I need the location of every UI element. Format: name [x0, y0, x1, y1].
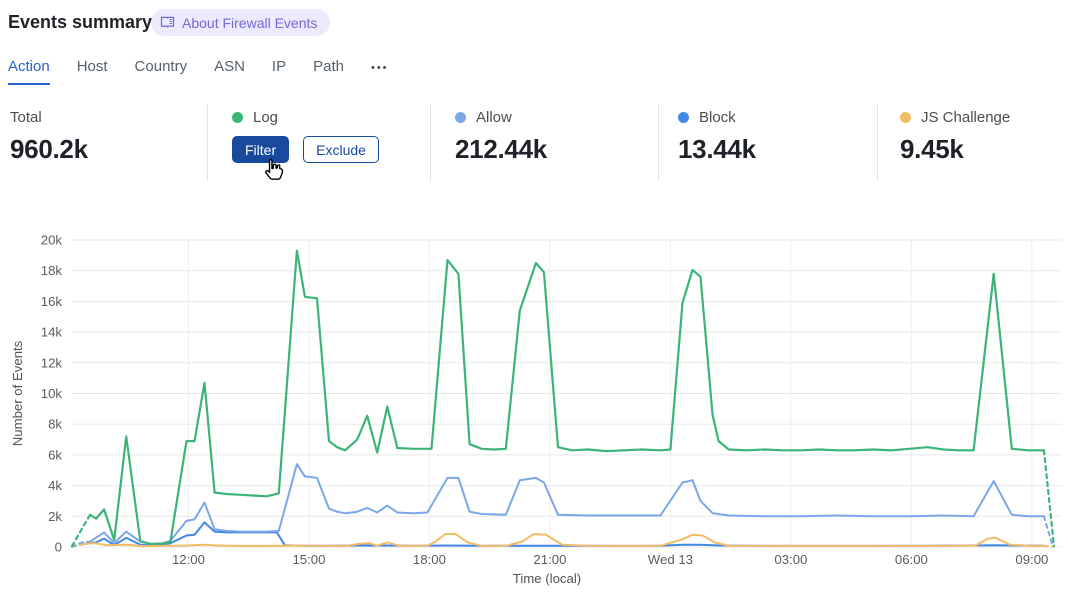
svg-text:6k: 6k: [48, 447, 62, 462]
tab-action[interactable]: Action: [8, 58, 50, 85]
divider: [430, 105, 431, 181]
stat-js-challenge-value: 9.45k: [900, 134, 964, 164]
stat-log: Log Filter Exclude: [232, 107, 379, 163]
tab-path[interactable]: Path: [313, 58, 344, 75]
svg-text:20k: 20k: [41, 233, 63, 248]
svg-text:18:00: 18:00: [413, 552, 446, 567]
svg-text:0: 0: [55, 540, 62, 555]
stat-js-challenge-label: JS Challenge: [921, 108, 1011, 126]
svg-text:8k: 8k: [48, 417, 62, 432]
tab-country[interactable]: Country: [134, 58, 188, 75]
divider: [658, 105, 659, 181]
svg-text:09:00: 09:00: [1015, 552, 1048, 567]
exclude-button[interactable]: Exclude: [303, 136, 379, 163]
stat-block: Block 13.44k: [678, 107, 756, 165]
divider: [877, 105, 878, 181]
svg-text:03:00: 03:00: [774, 552, 807, 567]
svg-text:10k: 10k: [41, 386, 63, 401]
svg-text:12:00: 12:00: [172, 552, 205, 567]
svg-text:2k: 2k: [48, 509, 62, 524]
book-icon: [160, 15, 175, 30]
svg-text:15:00: 15:00: [292, 552, 325, 567]
stat-allow-value: 212.44k: [455, 134, 547, 164]
divider: [207, 105, 208, 181]
svg-text:06:00: 06:00: [895, 552, 928, 567]
log-legend-dot: [232, 111, 243, 123]
svg-text:12k: 12k: [41, 355, 63, 370]
svg-text:Time (local): Time (local): [513, 571, 581, 586]
stat-block-value: 13.44k: [678, 134, 756, 164]
stat-total-value: 960.2k: [10, 134, 88, 164]
svg-text:21:00: 21:00: [533, 552, 566, 567]
svg-text:16k: 16k: [41, 294, 63, 309]
events-time-series-chart[interactable]: 0 2k 4k 6k 8k 10k 12k 14k 16k 18k 20k 12:00 15:00 18:…: [0, 228, 1068, 598]
badge-label: About Firewall Events: [182, 14, 318, 31]
stat-allow: Allow 212.44k: [455, 107, 547, 165]
svg-text:14k: 14k: [41, 325, 63, 340]
stat-total: Total 960.2k: [10, 107, 88, 165]
tab-ip[interactable]: IP: [271, 58, 287, 75]
summary-tabs: Action Host Country ASN IP Path •••: [8, 58, 389, 85]
svg-text:4k: 4k: [48, 478, 62, 493]
stat-allow-label: Allow: [476, 108, 512, 126]
allow-legend-dot: [455, 111, 466, 123]
svg-text:Number of Events: Number of Events: [10, 340, 25, 446]
js-challenge-legend-dot: [900, 111, 911, 123]
stat-total-label: Total: [10, 108, 42, 126]
page-title: Events summary: [8, 12, 153, 32]
events-chart-area: 0 2k 4k 6k 8k 10k 12k 14k 16k 18k 20k 12:00 15:00 18:…: [0, 228, 1068, 598]
stat-block-label: Block: [699, 108, 736, 126]
block-legend-dot: [678, 111, 689, 123]
about-firewall-events-badge[interactable]: About Firewall Events: [151, 9, 331, 36]
tab-host[interactable]: Host: [76, 58, 108, 75]
tab-asn[interactable]: ASN: [214, 58, 245, 75]
stat-log-label: Log: [253, 108, 279, 126]
stats-row: Total 960.2k Log Filter Exclude Allow 21…: [0, 105, 1068, 185]
svg-text:18k: 18k: [41, 263, 63, 278]
more-tabs-button[interactable]: •••: [370, 61, 389, 74]
svg-text:Wed 13: Wed 13: [648, 552, 693, 567]
stat-js-challenge: JS Challenge 9.45k: [900, 107, 1010, 165]
filter-button[interactable]: Filter: [232, 136, 290, 163]
